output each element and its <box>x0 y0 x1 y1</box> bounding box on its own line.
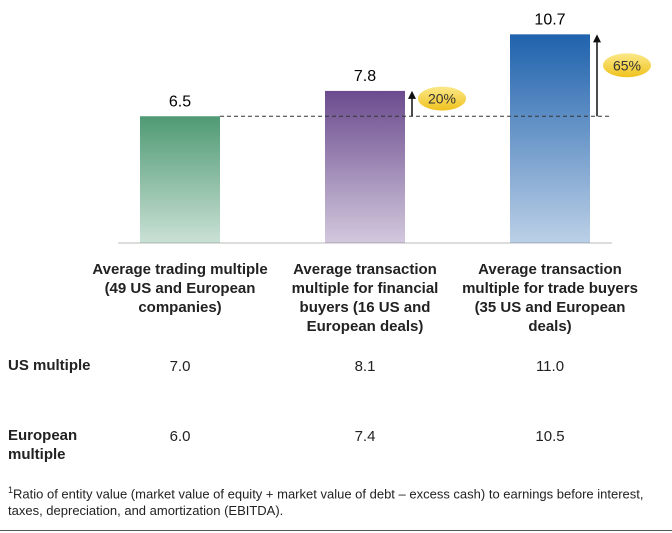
category-label: Average transaction multiple for trade b… <box>462 261 638 335</box>
bar <box>325 90 405 244</box>
table-cell: 8.1 <box>354 358 376 375</box>
chart: 6.5 7.8 10.7 20% 65% <box>118 11 651 244</box>
category-label: Average transaction multiple for financi… <box>291 261 439 335</box>
table-cell: 7.0 <box>169 358 191 375</box>
annotation-badge <box>418 86 466 111</box>
row-label: European multiple <box>8 427 78 463</box>
table-cell: 7.4 <box>354 428 376 445</box>
footnote-marker: 1 <box>8 485 14 495</box>
bar <box>140 116 220 243</box>
footnote: 1Ratio of entity value (market value of … <box>8 482 668 519</box>
annotation-badge <box>603 53 651 78</box>
value-label: 10.7 <box>534 11 565 28</box>
annotation: 65% <box>613 57 641 73</box>
row-label: US multiple <box>8 357 91 374</box>
footnote-text: Ratio of entity value (market value of e… <box>8 486 644 519</box>
value-label: 7.8 <box>354 68 376 85</box>
bar <box>510 34 590 243</box>
table-cell: 10.5 <box>535 428 565 445</box>
table-cell: 11.0 <box>535 358 565 375</box>
category-label: Average trading multiple (49 US and Euro… <box>92 261 268 316</box>
arrow-head <box>408 90 416 99</box>
rule <box>0 530 672 531</box>
arrow-head <box>593 34 601 43</box>
value-label: 6.5 <box>169 93 191 110</box>
table-cell: 6.0 <box>169 428 191 445</box>
annotation: 20% <box>428 91 456 107</box>
